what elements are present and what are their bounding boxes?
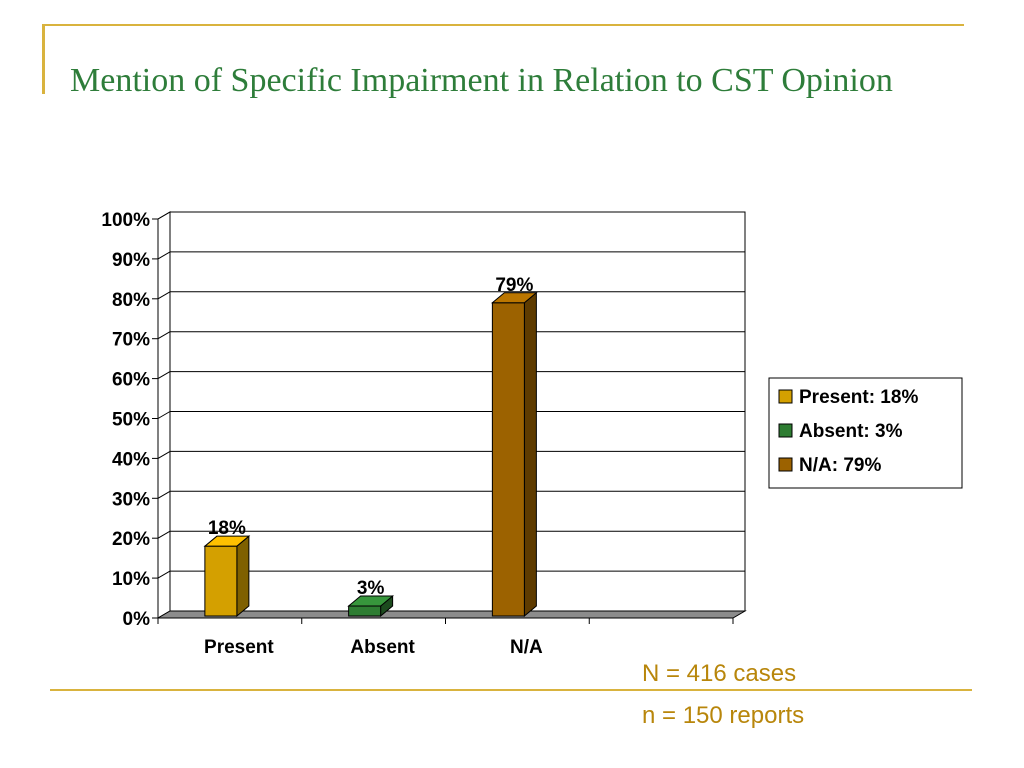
bar-top: [347, 595, 395, 607]
legend-swatch: [778, 389, 793, 404]
gridline-side: [157, 450, 171, 459]
gridline-side: [157, 530, 171, 539]
bar: [491, 302, 525, 617]
data-label: 3%: [357, 578, 385, 599]
bar-side: [236, 535, 250, 618]
legend-entry: N/A: 79%: [799, 455, 881, 476]
y-tick-label: 70%: [112, 330, 150, 351]
slide-frame-top-rule: [42, 24, 964, 26]
x-tick-label: Absent: [350, 637, 415, 658]
y-tick-label: 60%: [112, 370, 150, 391]
y-tick-label: 30%: [112, 489, 150, 510]
legend: [768, 377, 963, 489]
bar-top: [490, 292, 538, 304]
y-tick-label: 20%: [112, 529, 150, 550]
y-tick-label: 50%: [112, 410, 150, 431]
gridline-side: [157, 331, 171, 340]
data-label: 79%: [495, 275, 533, 296]
plot-floor: [156, 610, 747, 619]
bar: [204, 545, 238, 617]
y-tick-label: 10%: [112, 569, 150, 590]
slide-title: Mention of Specific Impairment in Relati…: [70, 62, 893, 99]
bar-top: [203, 535, 251, 547]
gridline-side: [157, 490, 171, 499]
note-cases: N = 416 cases: [642, 660, 797, 687]
gridline-side: [157, 291, 171, 300]
y-tick-label: 90%: [112, 250, 150, 271]
bar-side: [523, 291, 537, 618]
gridline-side: [157, 371, 171, 380]
x-tick-label: Present: [204, 637, 274, 658]
slide-frame-vertical: [42, 24, 45, 94]
x-tick-label: N/A: [510, 637, 543, 658]
y-tick-label: 0%: [123, 609, 151, 630]
legend-swatch: [778, 423, 793, 438]
bar: [348, 605, 382, 617]
gridline-side: [157, 411, 171, 419]
y-tick-label: 80%: [112, 290, 150, 311]
gridline-side: [157, 211, 171, 220]
gridline-side: [157, 570, 171, 579]
y-tick-label: 40%: [112, 449, 150, 470]
legend-entry: Present: 18%: [799, 387, 918, 408]
legend-entry: Absent: 3%: [799, 421, 903, 442]
data-label: 18%: [208, 518, 246, 539]
legend-swatch: [778, 457, 793, 472]
gridline-side: [157, 251, 171, 260]
slide-frame-bottom-rule: [50, 689, 972, 691]
y-tick-label: 100%: [101, 210, 150, 231]
note-reports: n = 150 reports: [642, 702, 805, 729]
